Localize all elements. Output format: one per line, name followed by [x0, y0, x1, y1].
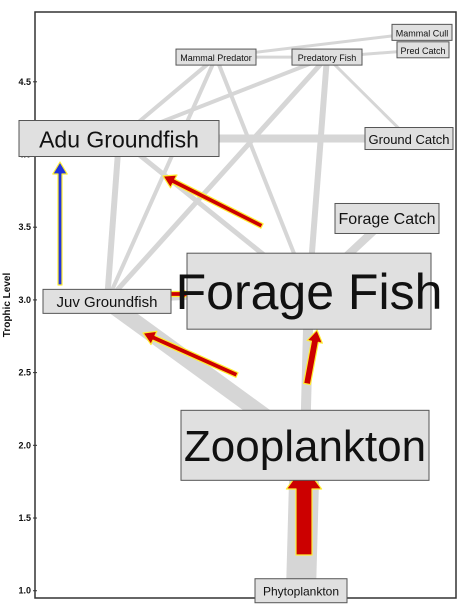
arrow-forage-fish-to-adu-groundfish — [162, 174, 264, 229]
node-forage-fish: Forage Fish — [176, 252, 443, 330]
y-tick-label: 2.0 — [18, 440, 31, 450]
node-box — [18, 120, 220, 158]
node-box — [254, 578, 348, 604]
y-tick-label: 4.5 — [18, 77, 31, 87]
link-juv-groundfish-to-adu-groundfish — [104, 138, 122, 302]
node-box — [180, 409, 430, 481]
y-tick-label: 3.0 — [18, 295, 31, 305]
node-forage-catch: Forage Catch — [334, 202, 440, 234]
node-box — [42, 288, 172, 314]
node-label: Juv Groundfish — [57, 294, 158, 311]
arrow-zooplankton-to-juv-groundfish — [142, 330, 239, 378]
node-mammal-cull: Mammal Cull — [391, 23, 453, 41]
y-tick-label: 1.0 — [18, 586, 31, 596]
node-label: Phytoplankton — [263, 585, 339, 599]
node-label: Zooplankton — [184, 422, 426, 471]
node-box — [396, 41, 450, 59]
node-ground-catch: Ground Catch — [364, 127, 454, 151]
node-box — [364, 127, 454, 151]
node-box — [186, 252, 432, 330]
y-tick-label: 2.5 — [18, 368, 31, 378]
node-label: Adu Groundfish — [39, 127, 199, 153]
node-label: Predatory Fish — [298, 53, 357, 63]
node-box — [291, 48, 363, 66]
node-phytoplankton: Phytoplankton — [254, 578, 348, 604]
node-box — [391, 23, 453, 41]
link-juv-groundfish-to-mammal-predator — [105, 56, 218, 303]
y-tick-label: 3.5 — [18, 222, 31, 232]
y-axis-title: Trophic Level — [2, 273, 13, 338]
node-box — [334, 202, 440, 234]
node-pred-catch: Pred Catch — [396, 41, 450, 59]
arrow-juv-groundfish-to-forage-fish — [170, 287, 191, 301]
node-zooplankton: Zooplankton — [180, 409, 430, 481]
flow-arrows — [52, 161, 323, 556]
arrow-zooplankton-to-forage-fish — [303, 329, 323, 386]
node-label: Ground Catch — [369, 132, 450, 147]
node-label: Pred Catch — [400, 46, 445, 56]
node-label: Forage Fish — [176, 264, 443, 320]
link-predatory-fish-to-ground-catch — [325, 56, 411, 140]
functional-groups: Mammal Cull Pred Catch Mammal Predator Pred… — [18, 23, 454, 604]
node-box — [175, 48, 257, 66]
plot-frame — [34, 11, 457, 599]
link-juv-groundfish-to-predatory-fish — [105, 55, 329, 304]
node-label: Forage Catch — [339, 211, 436, 228]
node-adu-groundfish: Adu Groundfish — [18, 120, 220, 158]
node-label: Mammal Cull — [396, 28, 449, 38]
arrow-juv-groundfish-to-adu-groundfish — [52, 161, 68, 286]
link-forage-fish-to-predatory-fish — [306, 56, 330, 292]
node-mammal-predator: Mammal Predator — [175, 48, 257, 66]
node-label: Mammal Predator — [180, 53, 252, 63]
y-tick-label: 1.5 — [18, 513, 31, 523]
node-predatory-fish: Predatory Fish — [291, 48, 363, 66]
node-juv-groundfish: Juv Groundfish — [42, 288, 172, 314]
